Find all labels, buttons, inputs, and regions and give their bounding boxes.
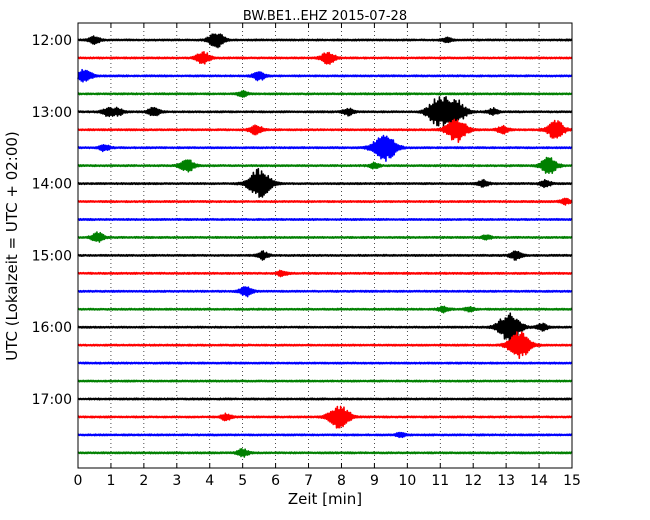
y-tick-label: 17:00 — [32, 392, 72, 408]
trace-row-1430 — [77, 217, 573, 222]
trace-row-1515 — [77, 269, 573, 278]
x-tick-label: 6 — [271, 473, 280, 489]
x-tick-label: 1 — [106, 473, 115, 489]
y-axis-label: UTC (Lokalzeit = UTC + 02:00) — [3, 131, 21, 361]
plot-frame — [77, 22, 573, 469]
trace-row-1715 — [77, 405, 573, 429]
trace-row-1645 — [77, 379, 573, 383]
x-tick-label: 9 — [370, 473, 379, 489]
trace-row-1245 — [77, 89, 573, 98]
plot-background — [78, 23, 572, 468]
trace-row-1330 — [77, 134, 573, 162]
x-tick-label: 14 — [530, 473, 548, 489]
x-tick-label: 3 — [172, 473, 181, 489]
x-tick-label: 8 — [337, 473, 346, 489]
x-axis-label: Zeit [min] — [288, 490, 362, 508]
x-tick-label: 15 — [563, 473, 581, 489]
trace-row-1445 — [77, 231, 573, 243]
trace-row-1500 — [77, 250, 573, 261]
x-tick-label: 5 — [238, 473, 247, 489]
trace-row-1530 — [77, 286, 573, 298]
trace-row-1415 — [77, 197, 573, 206]
trace-row-1215 — [77, 51, 573, 65]
x-tick-label: 4 — [205, 473, 214, 489]
x-tick-label: 2 — [139, 473, 148, 489]
x-tick-label: 12 — [464, 473, 482, 489]
trace-row-1200 — [77, 33, 573, 49]
trace-row-1730 — [77, 431, 573, 439]
trace-row-1745 — [77, 447, 573, 458]
trace-row-1300 — [77, 95, 573, 128]
trace-row-1630 — [77, 361, 573, 365]
trace-row-1230 — [77, 68, 573, 83]
y-tick-label: 12:00 — [32, 33, 72, 49]
y-tick-label: 16:00 — [32, 320, 72, 336]
trace-row-1615 — [77, 331, 573, 359]
y-tick-label: 15:00 — [32, 248, 72, 264]
trace-row-1400 — [77, 167, 573, 198]
trace-row-1600 — [77, 312, 573, 343]
seismogram-traces — [77, 33, 573, 458]
x-tick-label: 13 — [497, 473, 515, 489]
chart-title: BW.BE1..EHZ 2015-07-28 — [243, 9, 407, 24]
axis-ticks: 0 1 2 3 4 5 6 7 8 9 10 11 12 13 14 1512:0013:0014:0015:… — [32, 23, 581, 489]
y-tick-label: 14:00 — [32, 177, 72, 193]
trace-row-1315 — [77, 118, 573, 144]
trace-row-1545 — [77, 305, 573, 314]
trace-row-1345 — [77, 156, 573, 174]
x-tick-label: 0 — [74, 473, 83, 489]
x-tick-label: 10 — [398, 473, 416, 489]
y-tick-label: 13:00 — [32, 105, 72, 121]
x-tick-label: 7 — [304, 473, 313, 489]
trace-row-1700 — [77, 397, 573, 401]
x-tick-label: 11 — [431, 473, 449, 489]
